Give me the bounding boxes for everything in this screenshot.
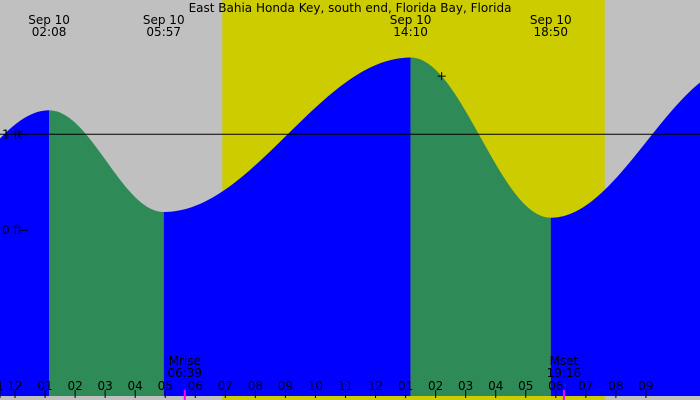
current-time-marker [437,72,446,81]
falling-tide-area [49,110,164,396]
x-tick-label: 06 [188,379,203,393]
x-tick-label: 02 [67,379,82,393]
x-tick-label: 1 [0,379,4,393]
x-tick-label: 01 [37,379,52,393]
x-tick-label: 04 [128,379,143,393]
x-tick-label: 11 [338,379,353,393]
x-tick-label: 08 [248,379,263,393]
moon-event-label: Mset [550,354,579,368]
x-tick-label: 01 [398,379,413,393]
y-tick-label: 0 ft [2,223,22,237]
chart-title: East Bahia Honda Key, south end, Florida… [189,1,512,15]
rising-tide-area [163,57,411,397]
x-tick-label: 09 [278,379,293,393]
x-tick-label: 07 [218,379,233,393]
moon-event-label: Mrise [169,354,201,368]
x-tick-label: 07 [578,379,593,393]
extreme-time-label: 02:08 [32,25,67,39]
x-tick-label: 03 [98,379,113,393]
extreme-time-label: 05:57 [146,25,181,39]
y-tick-label: 1 ft [2,127,22,141]
extreme-date-label: Sep 10 [530,13,572,27]
rising-tide-area [550,82,700,396]
extreme-date-label: Sep 10 [143,13,185,27]
y-axis-ticks: 1 ft 0 ft [2,127,28,237]
x-tick-label: 06 [548,379,563,393]
extreme-time-label: 18:50 [533,25,568,39]
x-tick-label: 12 [368,379,383,393]
x-tick-label: 08 [608,379,623,393]
rising-tide-area [0,110,50,396]
tide-area-series [0,57,700,397]
x-tick-label: 05 [518,379,533,393]
extreme-date-label: Sep 10 [390,13,432,27]
x-tick-label: 12 [7,379,22,393]
x-tick-label: 10 [308,379,323,393]
moon-event-time: 06:39 [167,366,202,380]
extreme-time-label: 14:10 [393,25,428,39]
moon-event-time: 19:16 [547,366,582,380]
falling-tide-area [410,57,551,397]
x-axis-ticks: 1120102030405060708091011120102030405060… [0,379,654,398]
x-tick-label: 04 [488,379,503,393]
x-tick-label: 02 [428,379,443,393]
x-tick-label: 03 [458,379,473,393]
extreme-date-label: Sep 10 [28,13,70,27]
x-tick-label: 09 [638,379,653,393]
x-tick-label: 05 [158,379,173,393]
